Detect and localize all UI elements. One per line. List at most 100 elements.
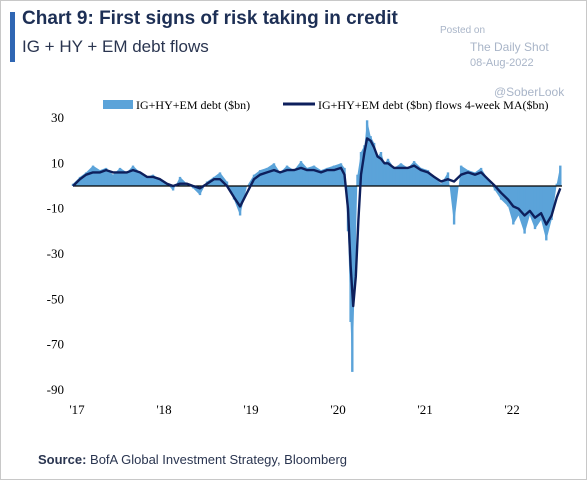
x-tick-label: '22: [504, 402, 519, 417]
bar: [258, 170, 262, 186]
y-tick-label: -90: [47, 382, 64, 397]
x-tick-label: '17: [69, 402, 85, 417]
bar: [158, 179, 162, 186]
y-tick-label: 10: [51, 155, 64, 170]
bar: [386, 158, 390, 186]
chart-title: Chart 9: First signs of risk taking in c…: [22, 8, 398, 29]
bar: [272, 163, 276, 186]
bar: [523, 186, 526, 234]
bar: [145, 176, 149, 186]
bar: [392, 167, 396, 186]
bar: [412, 161, 416, 186]
bar: [131, 165, 135, 186]
bar: [365, 120, 369, 186]
bar: [232, 186, 236, 200]
bar: [545, 186, 548, 241]
bar-area: [73, 120, 561, 372]
bar: [238, 186, 242, 216]
bar: [379, 152, 383, 186]
bar: [104, 167, 108, 186]
bar: [278, 172, 282, 186]
x-tick-label: '18: [156, 402, 171, 417]
legend-label-line: IG+HY+EM debt ($bn) flows 4-week MA($bn): [318, 98, 549, 112]
x-tick-label: '19: [243, 402, 258, 417]
bar: [299, 161, 303, 186]
bar: [78, 176, 82, 186]
bar: [212, 176, 216, 186]
bar: [332, 165, 336, 186]
bar: [533, 186, 537, 230]
bar: [138, 172, 142, 186]
y-tick-label: -70: [47, 337, 64, 352]
y-tick-label: 30: [51, 110, 64, 125]
x-axis: '17 '18 '19 '20 '21 '22: [69, 402, 519, 417]
bar: [198, 186, 202, 196]
bar: [225, 181, 229, 186]
bar: [111, 174, 115, 186]
bar: [363, 145, 366, 186]
bar: [399, 163, 403, 186]
bar: [506, 186, 510, 207]
watermark-handle: @SoberLook: [494, 85, 565, 99]
bar: [151, 174, 155, 186]
y-tick-label: -50: [47, 291, 64, 306]
bar: [493, 186, 497, 191]
bar: [292, 170, 296, 186]
bar: [305, 167, 309, 186]
chart-plot: IG+HY+EM debt ($bn) IG+HY+EM debt ($bn) …: [47, 98, 562, 417]
bar: [178, 176, 182, 186]
bar-series: [71, 120, 562, 372]
bar: [376, 156, 379, 186]
watermark-posted-on: Posted on: [440, 25, 486, 36]
bar: [98, 170, 102, 186]
bar: [339, 163, 343, 186]
bar: [528, 186, 531, 216]
x-tick-label: '20: [330, 402, 345, 417]
legend-swatch-bars: [103, 100, 133, 109]
bar: [369, 136, 372, 186]
title-accent-bar: [10, 12, 15, 62]
bar: [325, 167, 329, 186]
bar: [426, 170, 430, 186]
bar: [406, 167, 410, 186]
bar: [473, 172, 477, 186]
y-tick-label: -30: [47, 246, 64, 261]
bar: [539, 186, 543, 220]
bar: [559, 165, 562, 186]
watermark-date: 08-Aug-2022: [470, 57, 534, 69]
bar: [125, 172, 129, 186]
x-tick-label: '21: [417, 402, 432, 417]
ma-line-series: [72, 137, 562, 308]
legend-label-bars: IG+HY+EM debt ($bn): [136, 98, 250, 112]
bar: [452, 186, 456, 225]
bar: [479, 167, 483, 186]
chart-legend: IG+HY+EM debt ($bn) IG+HY+EM debt ($bn) …: [103, 98, 549, 112]
bar: [84, 172, 88, 186]
bar: [466, 170, 470, 186]
bar: [265, 167, 269, 186]
source-label: Source:: [38, 452, 87, 467]
chart-subtitle: IG + HY + EM debt flows: [22, 37, 209, 56]
bar: [432, 176, 436, 186]
bar: [353, 186, 357, 277]
bar: [439, 183, 443, 186]
source-text: BofA Global Investment Strategy, Bloombe…: [90, 452, 348, 467]
bar: [171, 186, 175, 191]
bar: [118, 167, 122, 186]
bar: [356, 174, 359, 186]
bar: [372, 142, 376, 186]
bar: [285, 165, 289, 186]
y-tick-label: -10: [47, 201, 64, 216]
bar: [319, 170, 323, 186]
bar: [312, 165, 316, 186]
bar: [517, 186, 520, 216]
bar: [91, 165, 95, 186]
bar: [419, 167, 423, 186]
bar: [550, 186, 553, 220]
source-note: Source: BofA Global Investment Strategy,…: [38, 452, 347, 467]
y-axis: 30 10 -10 -30 -50 -70 -90: [47, 110, 64, 397]
bar: [383, 163, 386, 186]
watermark-site: The Daily Shot: [470, 40, 549, 54]
bar: [555, 183, 558, 186]
bar: [486, 179, 490, 186]
